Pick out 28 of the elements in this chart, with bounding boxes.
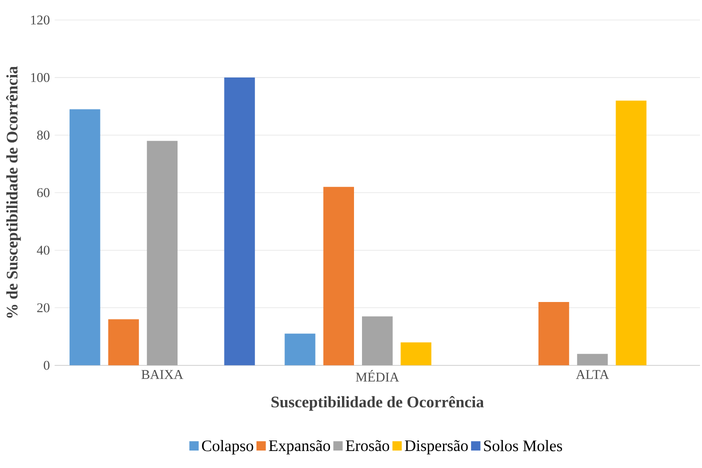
bar xyxy=(146,140,178,366)
y-tick-label: 0 xyxy=(44,360,50,370)
bar xyxy=(616,100,646,366)
legend-label: Erosão xyxy=(346,440,390,452)
y-tick-label: 100 xyxy=(31,73,50,82)
bar xyxy=(284,334,316,366)
x-axis-title: Susceptibilidade de Ocorrência xyxy=(272,396,484,411)
bar xyxy=(108,319,139,366)
bar xyxy=(323,186,354,366)
bar xyxy=(577,354,608,366)
bar xyxy=(538,302,570,366)
y-tick-label: 80 xyxy=(37,130,50,140)
legend-label: Dispersão xyxy=(404,440,468,454)
y-tick-label: 60 xyxy=(37,188,50,198)
legend-label: Solos Moles xyxy=(484,440,562,452)
y-tick-label: 120 xyxy=(31,16,50,24)
bar xyxy=(224,78,255,366)
y-axis-title: % de Susceptibilidade de Ocorrência xyxy=(6,66,21,318)
x-tick-label: MÉDIA xyxy=(356,370,400,382)
bar xyxy=(362,316,393,366)
y-tick-label: 20 xyxy=(37,303,50,312)
bar xyxy=(70,109,100,366)
bar xyxy=(400,342,432,366)
y-tick-label: 40 xyxy=(36,246,50,255)
legend-label: Colapso xyxy=(202,440,254,455)
x-tick-label: ALTA xyxy=(576,370,609,379)
legend-label: Expansão xyxy=(268,440,330,454)
x-tick-label: BAIXA xyxy=(141,370,184,379)
